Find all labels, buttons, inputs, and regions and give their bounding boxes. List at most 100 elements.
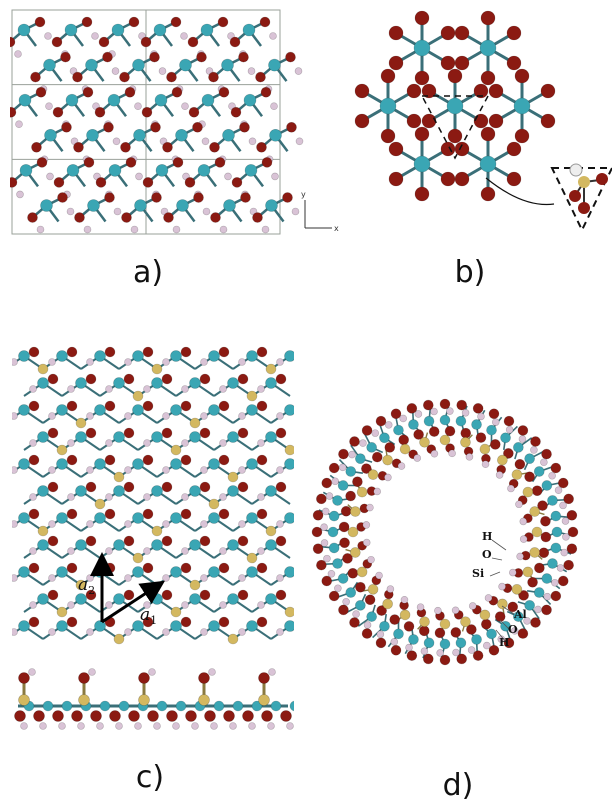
- oxygen-atom: [276, 374, 286, 384]
- aluminum-atom: [62, 701, 72, 711]
- oxygen-atom: [489, 84, 503, 98]
- silicon-atom: [357, 567, 367, 577]
- oxygen-atom: [67, 401, 77, 411]
- oxygen-atom: [276, 428, 286, 438]
- hydrogen-atom: [452, 607, 459, 614]
- aluminum-atom: [209, 567, 220, 578]
- aluminum-atom: [108, 94, 120, 106]
- silicon-atom: [350, 507, 360, 517]
- oxygen-atom: [239, 52, 249, 62]
- oxygen-atom: [48, 482, 58, 492]
- oxygen-atom: [62, 122, 72, 132]
- oxygen-atom: [429, 427, 439, 437]
- oxygen-atom: [142, 107, 152, 117]
- oxygen-atom: [218, 17, 228, 27]
- aluminum-atom: [501, 433, 511, 443]
- aluminum-atom: [290, 701, 294, 711]
- oxygen-atom: [53, 711, 64, 722]
- hydrogen-atom: [163, 467, 170, 474]
- hydrogen-atom: [262, 226, 269, 233]
- aluminum-atom: [114, 486, 125, 497]
- oxygen-atom: [415, 11, 429, 25]
- hydrogen-atom: [277, 413, 284, 420]
- aluminum-atom: [379, 621, 389, 631]
- inset-si-atom: [578, 176, 590, 188]
- aluminum-atom: [152, 486, 163, 497]
- hydrogen-atom: [520, 536, 527, 543]
- oxygen-atom: [162, 590, 172, 600]
- oxygen-atom: [141, 37, 151, 47]
- aluminum-atom: [109, 164, 121, 176]
- oxygen-atom: [448, 69, 462, 83]
- aluminum-atom: [244, 94, 256, 106]
- hydrogen-atom: [136, 173, 143, 180]
- oxygen-atom: [540, 516, 550, 526]
- oxygen-atom: [262, 157, 272, 167]
- hydrogen-atom: [68, 386, 75, 393]
- hydrogen-atom: [97, 723, 104, 730]
- aluminum-atom: [209, 621, 220, 632]
- hydrogen-atom: [220, 602, 227, 609]
- oxygen-atom: [385, 442, 395, 452]
- aluminum-atom: [156, 164, 168, 176]
- silicon-atom: [79, 695, 90, 706]
- hydrogen-atom: [499, 583, 506, 590]
- hydrogen-atom: [485, 594, 492, 601]
- aluminum-atom: [228, 594, 239, 605]
- aluminum-atom: [247, 459, 258, 470]
- oxygen-atom: [243, 711, 254, 722]
- oxygen-atom: [48, 428, 58, 438]
- hydrogen-atom: [249, 723, 256, 730]
- hydrogen-atom: [374, 488, 381, 495]
- oxygen-atom: [143, 177, 153, 187]
- aluminum-atom: [269, 59, 281, 71]
- oxygen-atom: [541, 114, 555, 128]
- oxygen-atom: [238, 482, 248, 492]
- oxygen-atom: [441, 142, 455, 156]
- hydrogen-atom: [47, 173, 54, 180]
- hydrogen-atom: [144, 386, 151, 393]
- hydrogen-atom: [239, 467, 246, 474]
- hydrogen-atom: [277, 575, 284, 582]
- hydrogen-atom: [106, 602, 113, 609]
- oxygen-atom: [451, 627, 461, 637]
- silicon-atom: [512, 584, 522, 594]
- oxygen-atom: [322, 576, 332, 586]
- oxygen-atom: [37, 157, 47, 167]
- aluminum-atom: [333, 559, 343, 569]
- oxygen-atom: [542, 605, 552, 615]
- aluminum-atom: [487, 629, 497, 639]
- aluminum-atom: [247, 567, 258, 578]
- aluminum-atom: [440, 415, 450, 425]
- hydrogen-atom: [113, 138, 120, 145]
- aluminum-atom: [114, 432, 125, 443]
- aluminum-atom: [112, 24, 124, 36]
- oxygen-atom: [143, 509, 153, 519]
- aluminum-atom: [38, 432, 49, 443]
- oxygen-atom: [126, 157, 136, 167]
- hydrogen-atom: [398, 463, 405, 470]
- oxygen-atom: [349, 618, 359, 628]
- hydrogen-atom: [387, 586, 394, 593]
- oxygen-atom: [82, 17, 92, 27]
- hydrogen-atom: [437, 649, 444, 656]
- aluminum-atom: [114, 540, 125, 551]
- oxygen-atom: [481, 11, 495, 25]
- oxygen-atom: [48, 536, 58, 546]
- oxygen-atom: [407, 651, 417, 661]
- aluminum-atom: [270, 129, 282, 141]
- hydrogen-atom: [332, 478, 339, 485]
- aluminum-atom: [19, 351, 30, 362]
- hydrogen-atom: [220, 386, 227, 393]
- oxygen-atom: [200, 590, 210, 600]
- hydrogen-atom: [201, 629, 208, 636]
- silicon-atom: [440, 435, 450, 445]
- silicon-atom: [259, 695, 270, 706]
- oxygen-atom: [54, 177, 64, 187]
- hydrogen-atom: [106, 548, 113, 555]
- hydrogen-atom: [258, 386, 265, 393]
- aluminum-atom: [456, 638, 466, 648]
- inset-h-atom: [570, 164, 582, 176]
- aluminum-atom: [57, 351, 68, 362]
- hydrogen-atom: [239, 629, 246, 636]
